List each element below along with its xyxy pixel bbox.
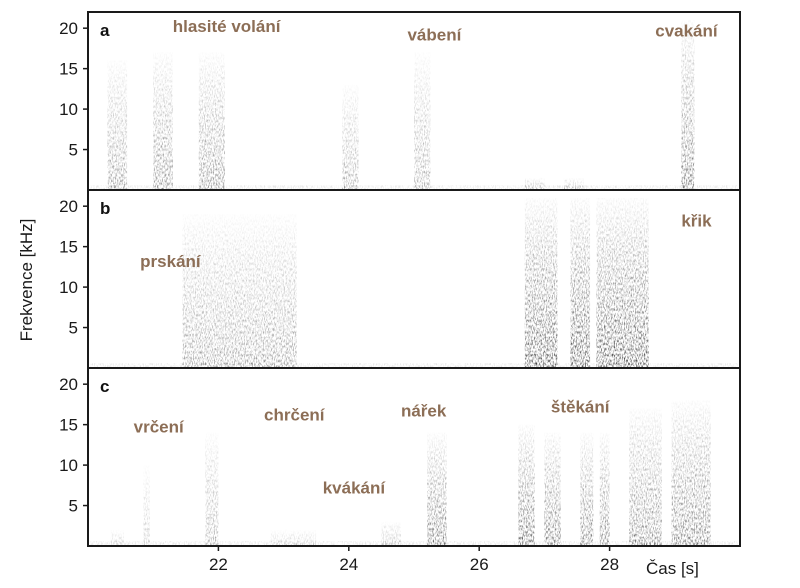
sound-event	[110, 529, 124, 545]
x-tick-label: 26	[470, 555, 489, 574]
panel-letter: c	[100, 377, 109, 396]
y-tick-label: 15	[59, 238, 78, 257]
y-tick-label: 5	[69, 141, 78, 160]
sound-event	[563, 177, 584, 189]
panel-letter: b	[100, 199, 110, 218]
x-tick-label: 24	[339, 555, 358, 574]
sound-event	[524, 177, 545, 189]
vocalization-label: cvakání	[655, 21, 719, 40]
vocalization-label: nářek	[401, 402, 447, 421]
panel-frame	[87, 367, 741, 547]
vocalization-label: kvákání	[323, 478, 387, 497]
y-tick-label: 20	[59, 197, 78, 216]
sound-event	[107, 60, 128, 189]
event-group	[110, 400, 711, 545]
sound-event	[671, 400, 711, 545]
sound-event	[681, 20, 695, 189]
sound-event	[622, 198, 649, 367]
sound-event	[427, 432, 447, 545]
y-tick-label: 15	[59, 416, 78, 435]
event-group	[182, 198, 649, 367]
panel-c: 5 10 15 20 22 24 26 28 c vrčení chrčení kvákání náře…	[59, 367, 741, 574]
y-tick-label: 20	[59, 375, 78, 394]
sound-event	[629, 408, 662, 545]
y-tick-label: 10	[59, 278, 78, 297]
panel-letter: a	[100, 21, 110, 40]
sound-event	[524, 198, 558, 367]
vocalization-label: prskání	[140, 252, 202, 271]
sound-event	[342, 84, 359, 189]
vocalization-label: vrčení	[134, 418, 185, 437]
sound-event	[198, 52, 225, 189]
y-tick-label: 5	[69, 497, 78, 516]
y-tick-label: 10	[59, 100, 78, 119]
sound-event	[544, 432, 561, 545]
vocalization-label: vábení	[407, 25, 462, 44]
event-group	[107, 20, 695, 189]
sound-event	[153, 52, 173, 189]
sound-event	[381, 521, 401, 545]
sound-event	[182, 214, 297, 367]
y-tick-label: 20	[59, 19, 78, 38]
sound-event	[205, 432, 219, 545]
vocalization-label: hlasité volání	[173, 17, 282, 36]
vocalization-label: štěkání	[551, 398, 611, 417]
y-tick-label: 10	[59, 456, 78, 475]
noise-floor	[90, 541, 738, 545]
sound-event	[414, 52, 431, 189]
vocalization-label: chrčení	[264, 406, 326, 425]
sound-event	[599, 432, 610, 545]
y-tick-label: 5	[69, 319, 78, 338]
y-tick-label: 15	[59, 60, 78, 79]
sound-event	[270, 529, 317, 545]
sound-event	[570, 198, 591, 367]
x-axis-label: Čas [s]	[646, 559, 699, 578]
sound-event	[518, 424, 535, 545]
panel-b: 510152012141618bprskáníkřik	[59, 189, 741, 396]
panels: 51015202468ahlasité volánívábenícvakání5…	[59, 11, 741, 574]
sound-event	[143, 465, 150, 545]
x-tick-label: 22	[209, 555, 228, 574]
sound-event	[596, 198, 623, 367]
y-axis-label: Frekvence [kHz]	[17, 219, 36, 342]
x-tick-label: 28	[600, 555, 619, 574]
vocalization-label: křik	[681, 211, 712, 230]
sound-event	[580, 432, 594, 545]
noise-floor	[90, 363, 738, 367]
